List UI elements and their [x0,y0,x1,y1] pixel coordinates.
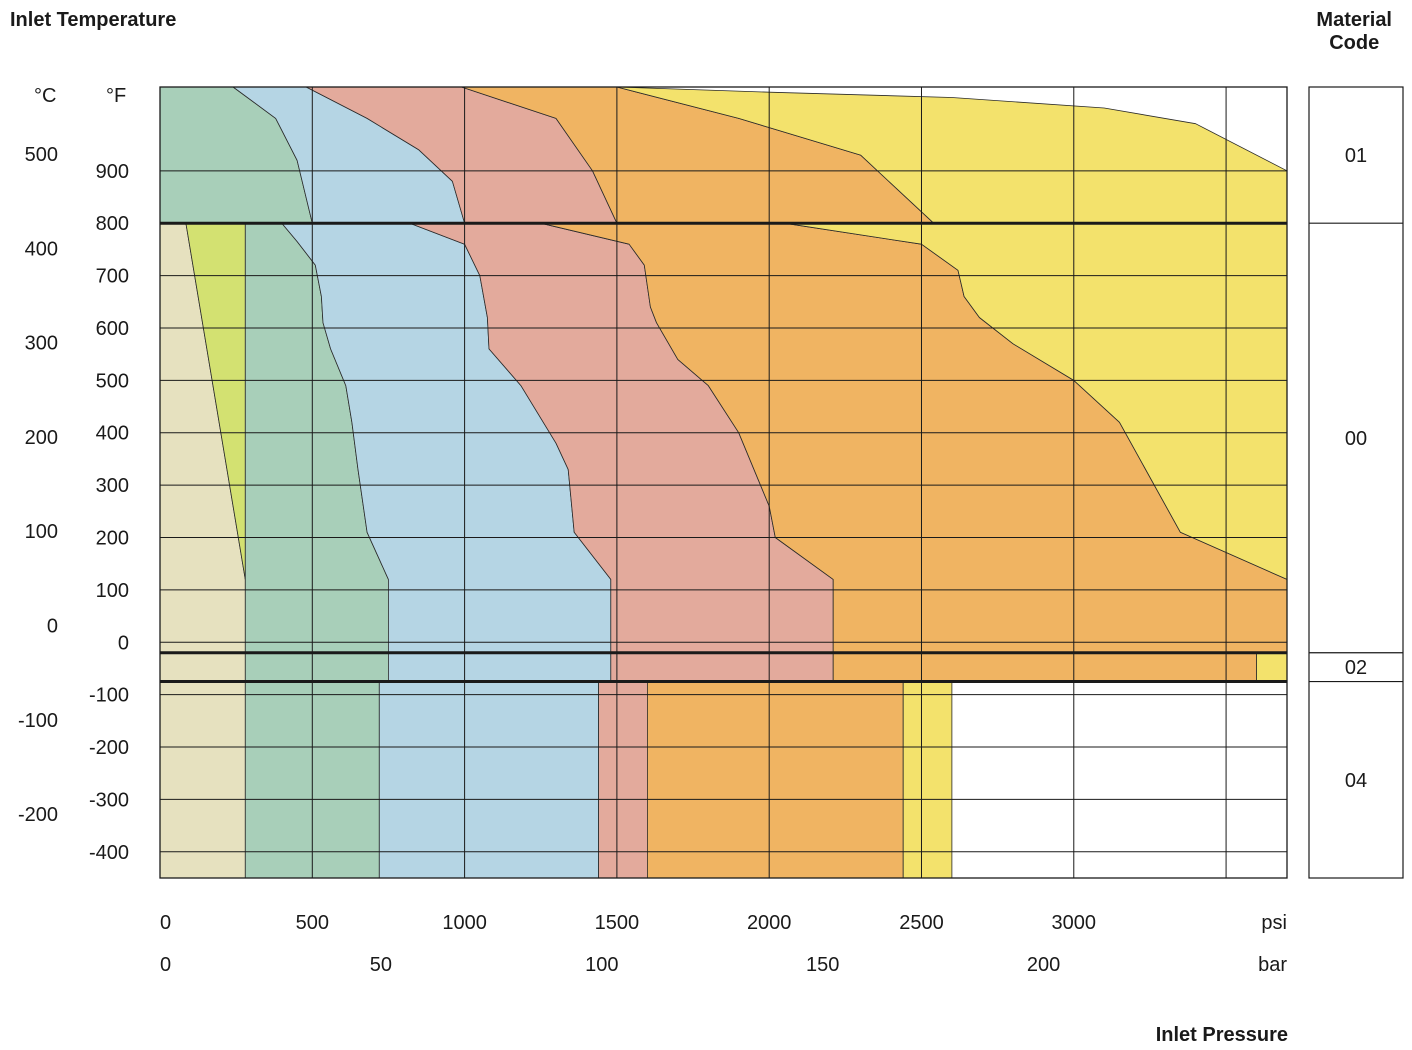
x-tick-labels: 0 500 1000 1500 2000 2500 3000 0 50 100 150 200 [160,912,1096,976]
psi-tick-label: 2500 [899,912,944,934]
bar-tick-label: 50 [370,954,392,976]
bar-tick-label: 150 [806,954,839,976]
material-code-title-line1: Material [1316,9,1392,31]
bar-unit-label: bar [1258,954,1287,976]
c-tick-label: -200 [18,804,58,826]
material-code-column: 01 00 02 04 [1308,86,1404,879]
bar-tick-label: 0 [160,954,171,976]
zone-band-04-18 [159,681,246,879]
psi-tick-label: 500 [296,912,329,934]
zone-band-02-15 [610,652,834,682]
y-axis-title: Inlet Temperature [10,9,177,31]
f-tick-label: 200 [96,528,129,550]
f-tick-label: 500 [96,370,129,392]
c-tick-label: 300 [25,333,58,355]
zone-band-04-23 [902,681,953,879]
f-tick-label: 100 [96,580,129,602]
material-code-01: 01 [1345,145,1367,167]
zone-band-02-14 [387,652,612,682]
psi-tick-label: 2000 [747,912,792,934]
psi-tick-label: 3000 [1052,912,1097,934]
f-tick-label: 400 [96,423,129,445]
zones-layer [159,86,1288,879]
f-tick-label: 700 [96,266,129,288]
f-tick-label: -400 [89,842,129,864]
fahrenheit-unit-label: °F [106,85,126,107]
band-separators [160,221,1287,684]
material-code-04: 04 [1345,770,1367,792]
material-code-title: Material Code [1316,9,1392,55]
material-code-title-line2: Code [1329,32,1380,54]
c-tick-label: 400 [25,238,58,260]
f-tick-label: 600 [96,318,129,340]
bar-tick-label: 200 [1027,954,1060,976]
grid-layer [160,87,1287,878]
f-tick-label: 0 [118,632,129,654]
zone-band-04-21 [598,681,648,879]
material-code-00: 00 [1345,428,1367,450]
y-tick-labels: 900 800 700 600 500 400 300 200 100 0 -100 -200 -300… [18,144,129,864]
f-tick-label: -300 [89,789,129,811]
c-tick-label: 200 [25,427,58,449]
psi-tick-label: 1000 [442,912,487,934]
x-axis-title: Inlet Pressure [1155,1024,1288,1046]
f-tick-label: 800 [96,213,129,235]
plot-frame [159,86,1288,879]
material-code-box [1308,86,1404,879]
f-tick-label: -200 [89,737,129,759]
f-tick-label: -100 [89,685,129,707]
zone-band-02-16 [832,652,1257,682]
c-tick-label: 0 [47,616,58,638]
psi-unit-label: psi [1261,912,1287,934]
celsius-unit-label: °C [34,85,56,107]
zone-band-02-13 [244,652,389,682]
zone-band-04-22 [647,681,904,879]
f-tick-label: 900 [96,161,129,183]
c-tick-label: 500 [25,144,58,166]
psi-tick-label: 0 [160,912,171,934]
f-tick-label: 300 [96,475,129,497]
c-tick-label: -100 [18,710,58,732]
zone-band-02-12 [159,652,246,682]
material-code-02: 02 [1345,657,1367,679]
c-tick-label: 100 [25,521,58,543]
psi-tick-label: 1500 [595,912,640,934]
zone-band-04-20 [378,681,599,879]
zone-band-02-17 [1256,652,1288,682]
bar-tick-label: 100 [585,954,618,976]
